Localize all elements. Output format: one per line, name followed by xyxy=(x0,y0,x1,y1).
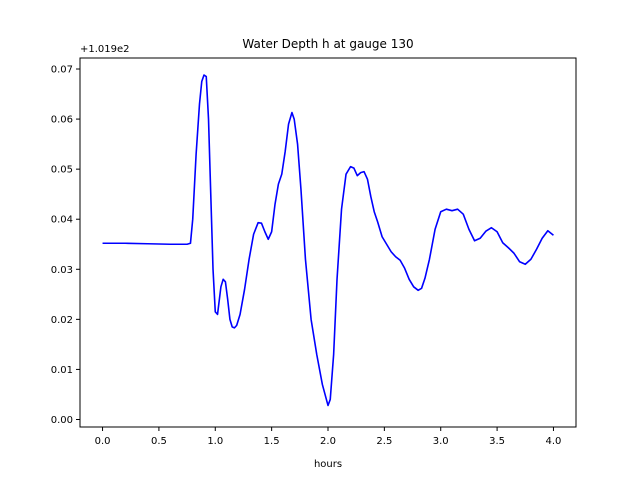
x-tick-label: 1.0 xyxy=(207,436,223,447)
series-line-0 xyxy=(102,74,554,407)
plot-area xyxy=(102,74,554,407)
y-tick-label: 0.02 xyxy=(51,315,73,326)
x-axis-label: hours xyxy=(314,459,342,470)
y-axis: 0.00 0.01 0.02 0.03 0.04 0.05 0.06 0.07 xyxy=(51,65,80,426)
y-tick-label: 0.04 xyxy=(51,215,73,226)
y-offset-label: +1.019e2 xyxy=(80,44,130,55)
x-tick-label: 0.0 xyxy=(95,436,111,447)
x-axis: 0.0 0.5 1.0 1.5 2.0 2.5 3.0 3.5 4.0 xyxy=(95,427,562,447)
x-tick-label: 2.0 xyxy=(320,436,336,447)
y-tick-label: 0.06 xyxy=(51,115,73,126)
chart-title: Water Depth h at gauge 130 xyxy=(242,37,413,51)
x-tick-label: 0.5 xyxy=(151,436,167,447)
y-tick-label: 0.07 xyxy=(51,65,73,76)
x-tick-label: 1.5 xyxy=(264,436,280,447)
y-tick-label: 0.03 xyxy=(51,265,73,276)
y-tick-label: 0.05 xyxy=(51,165,73,176)
y-tick-label: 0.00 xyxy=(51,415,73,426)
x-tick-label: 2.5 xyxy=(376,436,392,447)
x-tick-label: 3.0 xyxy=(433,436,449,447)
x-tick-label: 3.5 xyxy=(489,436,505,447)
x-tick-label: 4.0 xyxy=(546,436,562,447)
y-tick-label: 0.01 xyxy=(51,365,73,376)
